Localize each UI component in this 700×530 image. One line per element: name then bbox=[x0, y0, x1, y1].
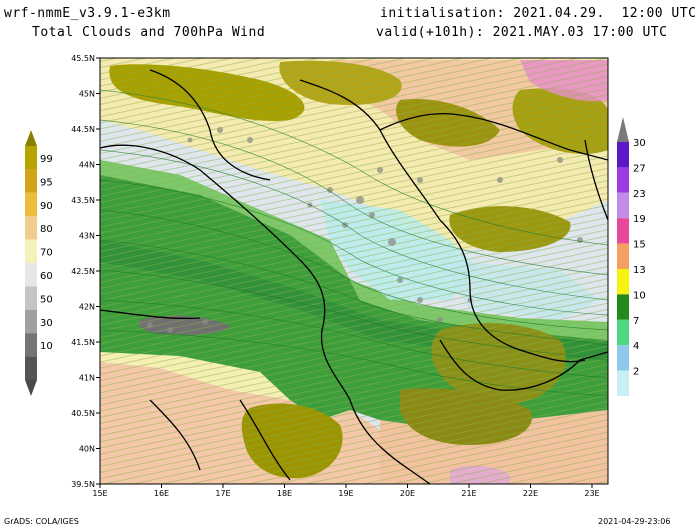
lon-label: 19E bbox=[338, 489, 353, 498]
latitude-axis: 45.5N 45N 44.5N 44N 43.5N 43N 42.5N 42N 41.5N 41N… bbox=[71, 54, 100, 489]
wind-legend-label: 19 bbox=[633, 214, 646, 225]
lat-label: 45N bbox=[79, 90, 95, 99]
cloud-legend-bottom-arrow bbox=[25, 380, 37, 396]
wind-legend-label: 10 bbox=[633, 290, 646, 301]
cloud-legend-label: 60 bbox=[40, 271, 53, 282]
lon-label: 15E bbox=[92, 489, 107, 498]
lon-label: 17E bbox=[215, 489, 230, 498]
cloud-legend-swatch bbox=[25, 192, 37, 217]
wind-streamlines bbox=[100, 58, 608, 484]
lat-label: 43.5N bbox=[71, 196, 95, 205]
cloud-legend-swatch bbox=[25, 169, 37, 193]
lon-label: 18E bbox=[277, 489, 292, 498]
cloud-legend-swatch bbox=[25, 216, 37, 240]
wind-legend-swatch bbox=[617, 167, 629, 193]
cloud-legend-swatch bbox=[25, 286, 37, 310]
cloud-legend-swatch bbox=[25, 333, 37, 357]
wind-legend: 30 27 23 19 15 13 10 7 4 2 bbox=[617, 117, 646, 396]
wind-legend-swatch bbox=[617, 192, 629, 219]
lat-label: 41.5N bbox=[71, 338, 95, 347]
footer-timestamp: 2021-04-29-23:06 bbox=[598, 517, 671, 526]
cloud-legend-swatch bbox=[25, 309, 37, 334]
cloud-legend-label: 50 bbox=[40, 294, 53, 305]
lat-label: 40N bbox=[79, 445, 95, 454]
cloud-legend-swatch bbox=[25, 356, 37, 380]
lat-label: 40.5N bbox=[71, 409, 95, 418]
lon-label: 23E bbox=[584, 489, 599, 498]
cloud-legend-label: 10 bbox=[40, 341, 53, 352]
lat-label: 43N bbox=[79, 232, 95, 241]
wind-legend-label: 30 bbox=[633, 138, 646, 149]
wind-legend-label: 23 bbox=[633, 189, 646, 200]
wind-legend-swatch bbox=[617, 294, 629, 320]
wind-legend-label: 4 bbox=[633, 341, 639, 352]
lat-label: 41N bbox=[79, 374, 95, 383]
footer-credit: GrADS: COLA/IGES bbox=[4, 517, 79, 526]
borders bbox=[100, 69, 608, 484]
cloud-legend-label: 80 bbox=[40, 224, 53, 235]
map-title: Total Clouds and 700hPa Wind bbox=[32, 25, 266, 40]
lon-label: 20E bbox=[400, 489, 415, 498]
cloud-legend: 99 95 90 80 70 60 50 30 10 bbox=[25, 130, 53, 396]
lon-label: 21E bbox=[461, 489, 476, 498]
wind-legend-swatch bbox=[617, 345, 629, 371]
wind-legend-label: 15 bbox=[633, 240, 646, 251]
wind-legend-swatch bbox=[617, 269, 629, 295]
wind-legend-label: 13 bbox=[633, 265, 646, 276]
wind-legend-label: 2 bbox=[633, 367, 639, 378]
wind-legend-swatch bbox=[617, 370, 629, 396]
longitude-axis: 15E 16E 17E 18E 19E 20E 21E 22E 23E bbox=[92, 484, 600, 498]
map-plot-area bbox=[100, 58, 608, 484]
model-name: wrf-nmmE_v3.9.1-e3km bbox=[4, 6, 171, 21]
cloud-legend-top-arrow bbox=[25, 130, 37, 146]
wind-legend-swatch bbox=[617, 319, 629, 346]
lon-label: 22E bbox=[523, 489, 538, 498]
wind-legend-swatch bbox=[617, 142, 629, 168]
wind-legend-label: 7 bbox=[633, 316, 639, 327]
cloud-legend-swatch bbox=[25, 239, 37, 263]
cloud-legend-swatch bbox=[25, 146, 37, 170]
valid-time: valid(+101h): 2021.MAY.03 17:00 UTC bbox=[376, 25, 668, 40]
wind-legend-swatch bbox=[617, 243, 629, 269]
wind-legend-swatch bbox=[617, 218, 629, 244]
wind-legend-top-arrow bbox=[617, 117, 629, 142]
cloud-legend-label: 95 bbox=[40, 177, 53, 188]
lat-label: 42.5N bbox=[71, 267, 95, 276]
lon-label: 16E bbox=[154, 489, 169, 498]
cloud-legend-label: 30 bbox=[40, 318, 53, 329]
lat-label: 42N bbox=[79, 303, 95, 312]
cloud-legend-label: 90 bbox=[40, 201, 53, 212]
wind-legend-label: 27 bbox=[633, 163, 646, 174]
cloud-legend-swatch bbox=[25, 263, 37, 287]
cloud-legend-label: 99 bbox=[40, 154, 53, 165]
lat-label: 45.5N bbox=[71, 54, 95, 63]
lat-label: 44N bbox=[79, 161, 95, 170]
cloud-legend-label: 70 bbox=[40, 248, 53, 259]
lat-label: 44.5N bbox=[71, 125, 95, 134]
init-time: initialisation: 2021.04.29. 12:00 UTC bbox=[380, 6, 697, 21]
lat-label: 39.5N bbox=[71, 480, 95, 489]
